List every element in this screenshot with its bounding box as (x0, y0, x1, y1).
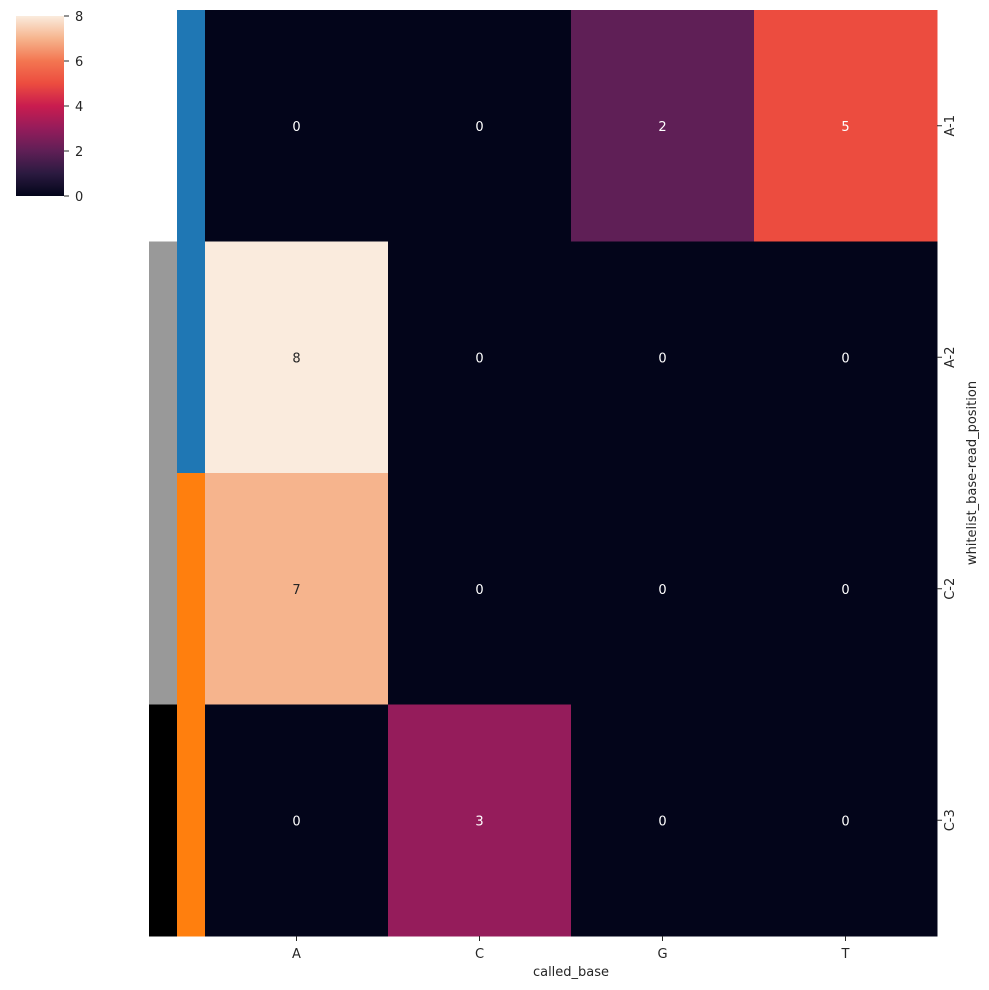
colorbar-tick-label: 2 (75, 145, 83, 160)
heatmap-cell (388, 473, 572, 705)
y-tick-label: C-3 (943, 809, 958, 831)
cell-value-label: 0 (292, 120, 300, 135)
cell-value-label: 0 (841, 583, 849, 598)
row-color-swatch (177, 10, 205, 242)
cell-value-label: 3 (475, 814, 483, 829)
cell-value-label: 0 (475, 583, 483, 598)
heatmap-cell (205, 704, 389, 937)
row-color-annotations (149, 10, 205, 937)
cell-value-label: 0 (841, 351, 849, 366)
colorbar-tick-label: 0 (75, 190, 83, 205)
cell-value-label: 0 (841, 814, 849, 829)
cell-value-label: 0 (658, 351, 666, 366)
row-color-swatch (149, 704, 177, 937)
heatmap-cells (205, 10, 938, 937)
cell-value-label: 0 (292, 814, 300, 829)
cell-value-label: 0 (658, 583, 666, 598)
cell-value-label: 8 (292, 351, 300, 366)
heatmap-cell (754, 241, 938, 474)
heatmap-cell (571, 704, 755, 937)
cell-value-label: 0 (658, 814, 666, 829)
y-tick-label: A-1 (943, 115, 958, 137)
heatmap-cell (388, 241, 572, 474)
y-axis-label: whitelist_base-read_position (965, 381, 980, 565)
heatmap-cell-labels: 0 0 2 5 8 0 0 0 7 0 0 0 0 3 0 0 (292, 120, 849, 830)
x-tick-label: A (292, 947, 301, 962)
heatmap-cell (205, 473, 389, 705)
row-color-swatch (177, 704, 205, 937)
cell-value-label: 7 (292, 583, 300, 598)
row-color-swatch (149, 241, 177, 474)
heatmap-cell (754, 704, 938, 937)
cell-value-label: 5 (841, 120, 849, 135)
row-color-swatch (149, 473, 177, 705)
colorbar-gradient (16, 16, 64, 196)
cell-value-label: 2 (658, 120, 666, 135)
heatmap-cell (571, 10, 755, 242)
x-tick-label: T (841, 947, 850, 962)
row-color-swatch (149, 10, 177, 242)
row-color-swatch (177, 473, 205, 705)
y-tick-label: A-2 (943, 346, 958, 368)
y-axis: A-1 A-2 C-2 C-3 (937, 115, 958, 831)
colorbar-tick-label: 6 (75, 55, 83, 70)
cell-value-label: 0 (475, 351, 483, 366)
heatmap-cell (205, 10, 389, 242)
heatmap-cell (388, 10, 572, 242)
heatmap-cell (754, 10, 938, 242)
heatmap-cell (754, 473, 938, 705)
heatmap-cell (571, 241, 755, 474)
heatmap-cell (205, 241, 389, 474)
colorbar-tick-label: 8 (75, 10, 83, 25)
x-axis-label: called_base (533, 965, 609, 980)
colorbar-tick-label: 4 (75, 100, 83, 115)
y-tick-label: C-2 (943, 578, 958, 600)
x-tick-label: G (657, 947, 667, 962)
heatmap-cell (571, 473, 755, 705)
cell-value-label: 0 (475, 120, 483, 135)
heatmap-cell (388, 704, 572, 937)
row-color-swatch (177, 241, 205, 474)
x-tick-label: C (475, 947, 484, 962)
colorbar: 0 2 4 6 8 (16, 10, 83, 205)
